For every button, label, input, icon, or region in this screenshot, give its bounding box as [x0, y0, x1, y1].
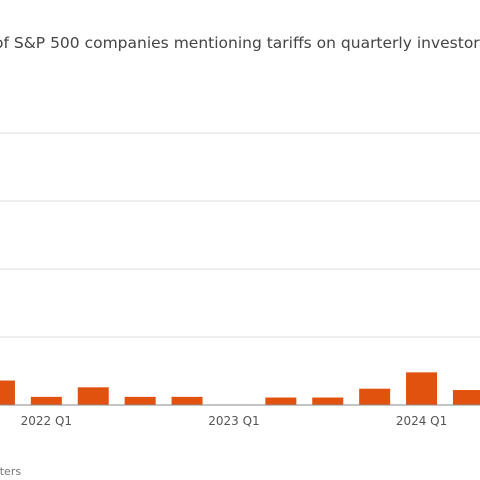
bars — [0, 372, 480, 405]
chart-title: of S&P 500 companies mentioning tariffs … — [0, 34, 480, 52]
x-tick-labels: 2022 Q1 2023 Q1 2024 Q1 — [21, 414, 448, 428]
x-tick-label: 2023 Q1 — [208, 414, 259, 428]
bar-2024-q2 — [452, 390, 480, 405]
bar-2022-q1 — [30, 396, 62, 405]
bar-2024-q1 — [406, 372, 438, 405]
gridlines — [0, 132, 480, 338]
bar-2022-q4 — [171, 396, 203, 405]
bar-2023-q3 — [312, 397, 344, 405]
x-tick-label: 2022 Q1 — [21, 414, 72, 428]
source-note: euters — [0, 465, 22, 478]
x-tick-label: 2024 Q1 — [396, 414, 447, 428]
bar-2023-q2 — [265, 397, 297, 405]
bar-2023-q4 — [359, 388, 391, 405]
bar-2021-q4 — [0, 380, 15, 405]
bar-2022-q3 — [124, 396, 156, 405]
bar-2022-q2 — [77, 387, 109, 405]
